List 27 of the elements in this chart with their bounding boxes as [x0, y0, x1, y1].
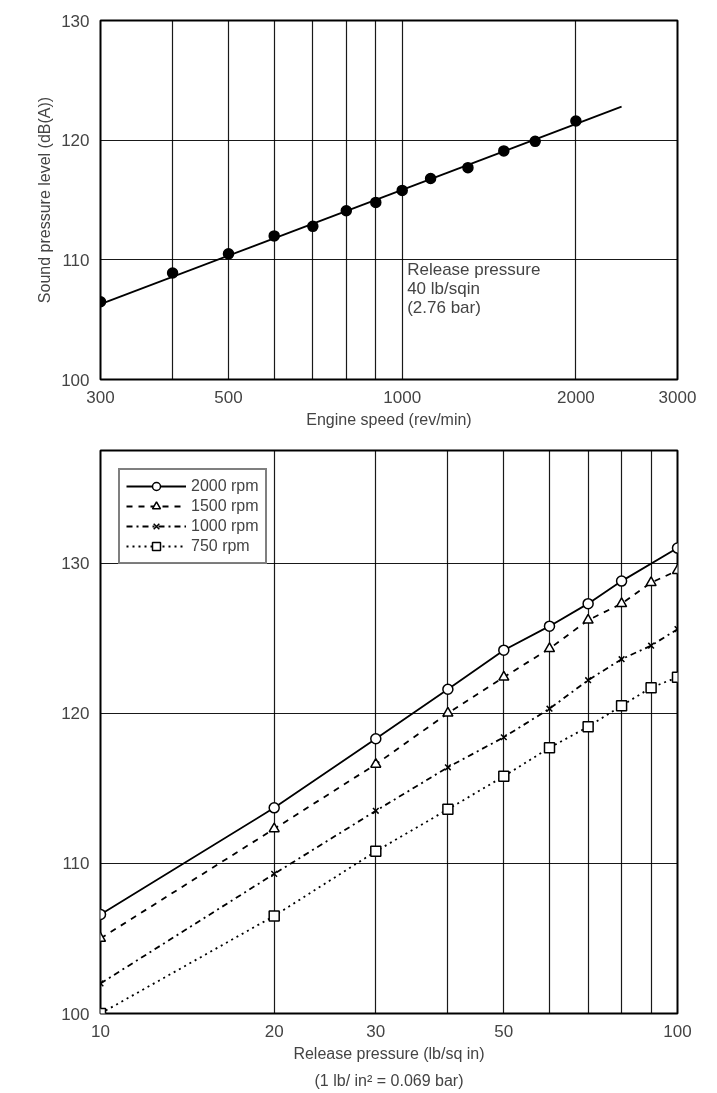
y-tick-label: 120 [61, 131, 90, 151]
legend-label: 1500 rpm [191, 497, 259, 515]
y-tick-label: 100 [61, 1004, 90, 1024]
x-axis-title: Engine speed (rev/min) [306, 410, 472, 428]
x-tick-label: 300 [86, 387, 115, 407]
x-tick-label: 100 [663, 1021, 692, 1041]
x-tick-label: 500 [214, 387, 243, 407]
y-axis-title: Sound pressure level (dB(A)) [36, 96, 54, 304]
x-tick-label: 50 [494, 1021, 514, 1041]
legend-label: 2000 rpm [191, 477, 259, 495]
x-tick-label: 3000 [658, 387, 697, 407]
x-tick-label: 1000 [383, 387, 422, 407]
x-tick-label: 10 [91, 1021, 110, 1041]
y-tick-label: 110 [62, 854, 90, 874]
x-axis-title: Release pressure (lb/sq in) [293, 1044, 485, 1062]
y-tick-label: 130 [61, 554, 90, 574]
legend-label: 1000 rpm [191, 517, 259, 535]
text: (1 lb/ in² = 0.069 bar) [314, 1071, 464, 1089]
x-tick-label: 2000 [556, 387, 595, 407]
x-tick-label: 20 [264, 1021, 284, 1041]
y-tick-label: 130 [61, 11, 90, 31]
legend-label: 750 rpm [191, 537, 250, 555]
y-tick-label: 120 [61, 704, 90, 724]
y-tick-label: 110 [62, 250, 90, 270]
annotation: Release pressure 40 lb/sqin (2.76 bar) [407, 260, 541, 318]
y-tick-label: 100 [61, 370, 90, 390]
x-tick-label: 30 [366, 1021, 386, 1041]
